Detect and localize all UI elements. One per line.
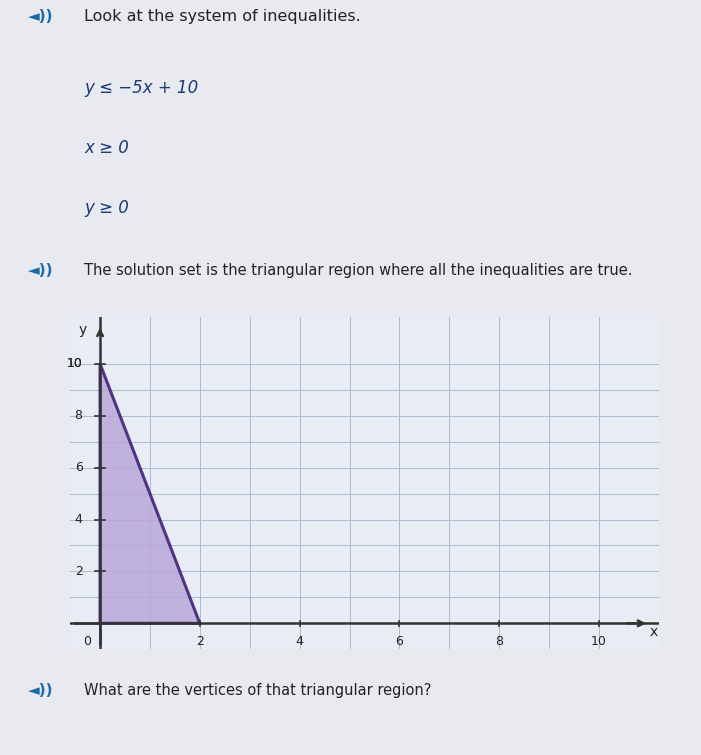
Text: 8: 8 <box>74 409 83 422</box>
Polygon shape <box>100 364 200 624</box>
Text: y: y <box>79 323 87 337</box>
Text: Look at the system of inequalities.: Look at the system of inequalities. <box>84 9 361 24</box>
Text: 4: 4 <box>296 635 304 648</box>
Text: 10: 10 <box>591 635 607 648</box>
Text: ◄)): ◄)) <box>28 9 53 24</box>
Text: 0: 0 <box>83 635 92 648</box>
Text: x: x <box>650 625 658 639</box>
Text: 8: 8 <box>495 635 503 648</box>
Text: 6: 6 <box>395 635 403 648</box>
Text: 10: 10 <box>67 357 83 370</box>
Text: The solution set is the triangular region where all the inequalities are true.: The solution set is the triangular regio… <box>84 263 632 278</box>
Text: y ≥ 0: y ≥ 0 <box>84 199 129 217</box>
Text: ◄)): ◄)) <box>28 683 53 698</box>
Text: 10: 10 <box>67 357 83 370</box>
Text: y ≤ −5x + 10: y ≤ −5x + 10 <box>84 79 198 97</box>
Text: x ≥ 0: x ≥ 0 <box>84 139 129 157</box>
Text: 2: 2 <box>75 565 83 578</box>
Text: 2: 2 <box>196 635 204 648</box>
Text: 4: 4 <box>75 513 83 526</box>
Text: What are the vertices of that triangular region?: What are the vertices of that triangular… <box>84 683 432 698</box>
Text: 6: 6 <box>75 461 83 474</box>
Text: ◄)): ◄)) <box>28 263 53 278</box>
